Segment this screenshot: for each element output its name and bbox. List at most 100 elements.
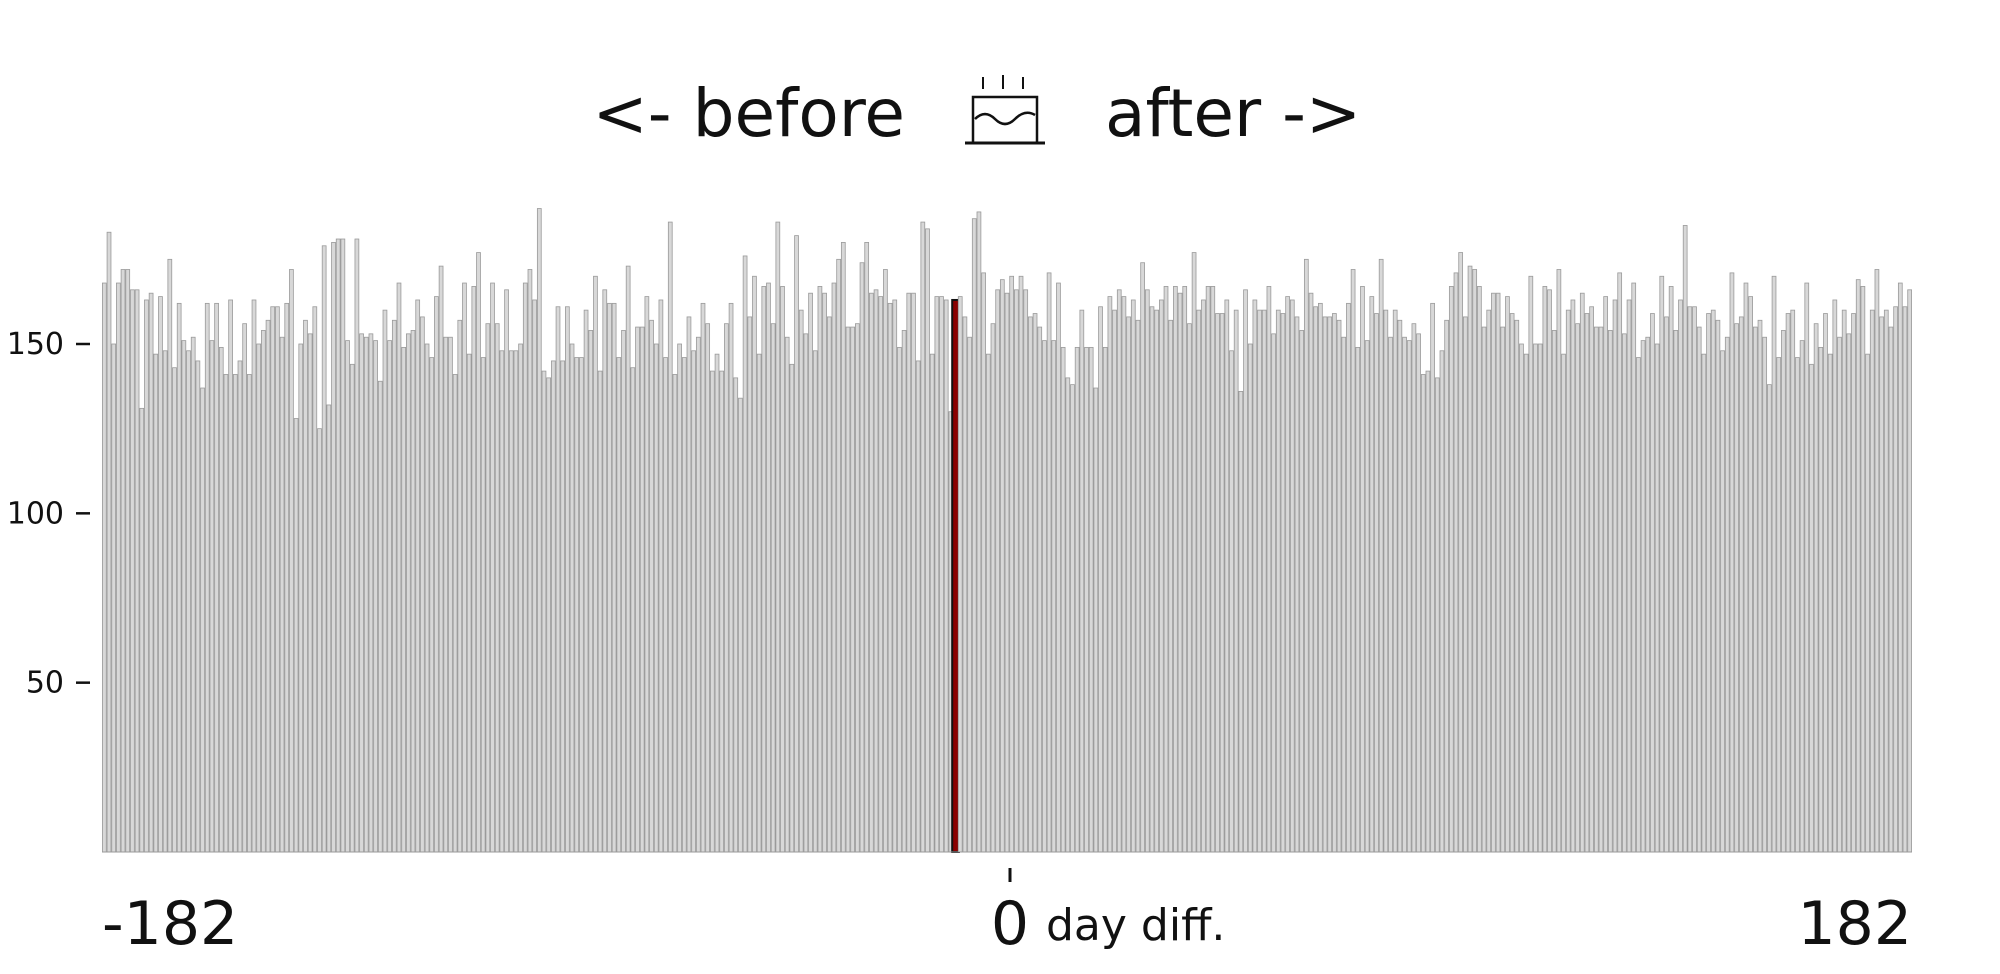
bar	[1813, 323, 1819, 853]
bar	[251, 299, 257, 853]
bar	[1645, 336, 1651, 853]
bar	[1023, 289, 1029, 853]
bar	[200, 387, 205, 853]
bar	[995, 289, 1000, 853]
bar	[1696, 326, 1702, 853]
bar	[934, 296, 940, 853]
bar	[1724, 336, 1730, 853]
bar	[434, 296, 439, 853]
bar	[911, 292, 916, 853]
bar	[929, 353, 935, 853]
bar	[532, 299, 537, 853]
bar	[897, 346, 902, 853]
bar	[448, 336, 453, 853]
bar	[1439, 350, 1445, 853]
bar	[1748, 296, 1753, 853]
x-tick-label-max: 182	[1797, 889, 1912, 959]
bar	[607, 302, 612, 853]
bar	[270, 306, 276, 853]
y-tick-label: 150	[7, 327, 64, 362]
bar	[1477, 286, 1482, 853]
bar	[410, 330, 416, 853]
bar	[1598, 326, 1604, 853]
bar	[1500, 326, 1506, 853]
bar	[859, 262, 865, 853]
bar	[1149, 306, 1155, 853]
bar	[1056, 282, 1061, 853]
bar	[1579, 292, 1585, 853]
bar	[1051, 340, 1057, 853]
bar	[695, 336, 701, 853]
x-axis: -182 0 day diff. 182	[102, 868, 1912, 959]
bar	[1799, 340, 1805, 853]
bar	[1271, 333, 1276, 853]
bar	[794, 235, 799, 853]
bar	[761, 286, 767, 853]
bar	[476, 252, 481, 853]
bar	[1612, 299, 1618, 853]
bar	[705, 323, 711, 853]
bar	[499, 350, 505, 853]
bar	[1631, 282, 1637, 853]
bar	[1233, 309, 1239, 853]
bar	[663, 357, 668, 853]
bar	[1495, 292, 1501, 853]
bar	[981, 272, 986, 853]
bar	[1388, 336, 1393, 853]
bar	[284, 302, 290, 853]
bar	[611, 302, 617, 853]
bar	[1827, 353, 1833, 853]
bar	[747, 316, 753, 853]
bar	[1533, 343, 1538, 853]
bar	[1654, 343, 1660, 853]
bar	[616, 357, 622, 853]
bar	[1378, 258, 1384, 853]
bar	[1481, 326, 1487, 853]
bar	[1126, 316, 1131, 853]
bar	[1243, 289, 1248, 853]
bar	[1453, 272, 1459, 853]
bar	[116, 282, 121, 853]
bar	[971, 218, 977, 853]
bar	[1472, 269, 1478, 853]
bar	[1130, 299, 1136, 853]
bar	[232, 374, 238, 853]
bar	[1874, 269, 1880, 853]
bar	[621, 330, 626, 853]
bar	[546, 377, 551, 853]
bar	[172, 367, 177, 853]
bar	[406, 333, 411, 853]
bar	[1177, 292, 1183, 853]
bar	[1135, 319, 1141, 853]
bar	[798, 309, 804, 853]
bar	[1659, 275, 1665, 853]
bar	[658, 299, 664, 853]
bar	[1692, 306, 1697, 853]
bar	[1018, 275, 1024, 853]
bar	[738, 397, 743, 853]
bar	[1687, 306, 1693, 853]
bar	[653, 343, 659, 853]
bar	[1238, 391, 1244, 853]
bar	[1004, 292, 1010, 853]
bar	[1888, 326, 1894, 853]
bar	[1173, 286, 1178, 853]
bar	[957, 296, 963, 853]
bar	[158, 296, 163, 853]
bar	[1551, 330, 1557, 853]
bar	[752, 275, 757, 853]
bar	[583, 309, 589, 853]
bar	[836, 258, 841, 853]
bar	[1411, 323, 1417, 853]
bar	[999, 279, 1005, 853]
bar	[1014, 289, 1019, 853]
bar	[1116, 289, 1122, 853]
bar	[246, 374, 252, 853]
bar	[340, 238, 346, 853]
bar	[1327, 316, 1333, 853]
bar	[102, 282, 107, 853]
bar	[1715, 319, 1721, 853]
bar	[1837, 336, 1842, 853]
bar	[1509, 313, 1515, 853]
bar	[354, 238, 360, 853]
